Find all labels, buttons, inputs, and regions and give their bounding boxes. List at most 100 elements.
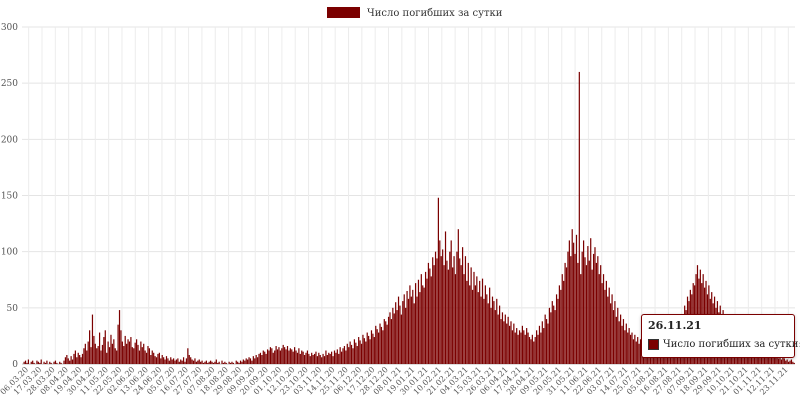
legend-swatch bbox=[327, 7, 360, 18]
bar bbox=[608, 287, 610, 364]
bar bbox=[506, 323, 508, 364]
bar bbox=[776, 355, 778, 364]
bar bbox=[473, 271, 475, 364]
bar bbox=[508, 325, 511, 364]
bar bbox=[124, 335, 126, 364]
bar bbox=[188, 355, 190, 364]
bar bbox=[537, 334, 539, 364]
bar bbox=[23, 361, 25, 364]
bar bbox=[487, 303, 489, 364]
bar bbox=[412, 289, 414, 364]
bar bbox=[247, 359, 249, 364]
bar bbox=[553, 305, 555, 364]
bar bbox=[163, 357, 165, 364]
bar bbox=[625, 323, 627, 364]
bar bbox=[278, 347, 280, 364]
legend[interactable]: Число погибших за сутки bbox=[327, 7, 503, 19]
bar bbox=[245, 358, 247, 364]
bar bbox=[396, 310, 398, 364]
bar bbox=[770, 352, 773, 364]
bar bbox=[575, 234, 578, 364]
bar bbox=[655, 352, 657, 364]
bar bbox=[201, 360, 203, 364]
bar bbox=[53, 361, 55, 364]
bar bbox=[534, 337, 536, 364]
bar bbox=[780, 359, 783, 364]
bar bbox=[27, 359, 30, 364]
bar bbox=[332, 356, 334, 364]
bar bbox=[135, 339, 138, 364]
bar bbox=[629, 334, 632, 364]
bar bbox=[140, 341, 142, 364]
bar bbox=[211, 361, 213, 364]
bar bbox=[366, 332, 368, 364]
bar bbox=[615, 316, 617, 364]
bar bbox=[368, 335, 370, 364]
bar bbox=[54, 360, 57, 364]
bar bbox=[548, 307, 551, 364]
bar bbox=[249, 358, 252, 364]
bar bbox=[32, 360, 34, 364]
bar bbox=[446, 260, 448, 364]
bar bbox=[536, 330, 538, 364]
bar bbox=[56, 362, 58, 364]
bar bbox=[577, 262, 579, 364]
bar bbox=[503, 321, 505, 364]
bar bbox=[792, 361, 794, 364]
bar bbox=[329, 353, 331, 364]
bar bbox=[170, 357, 172, 364]
bar bbox=[567, 251, 569, 364]
bar bbox=[363, 338, 365, 364]
bar bbox=[497, 314, 499, 364]
bar bbox=[766, 353, 768, 364]
bar bbox=[148, 348, 151, 364]
bar bbox=[144, 350, 146, 364]
bar bbox=[447, 269, 449, 364]
bar bbox=[665, 353, 667, 364]
bar bbox=[356, 346, 358, 364]
bar bbox=[383, 319, 385, 364]
bar bbox=[500, 319, 502, 364]
bar bbox=[349, 341, 351, 364]
bar bbox=[305, 352, 307, 364]
bar bbox=[571, 229, 573, 364]
bar bbox=[268, 350, 270, 364]
bar bbox=[126, 343, 128, 364]
bar bbox=[335, 352, 337, 364]
bar bbox=[316, 356, 318, 364]
bar bbox=[376, 329, 378, 364]
bar bbox=[789, 360, 791, 364]
bar bbox=[439, 240, 441, 364]
bar bbox=[621, 325, 623, 364]
bar bbox=[617, 307, 619, 364]
bar bbox=[100, 350, 102, 364]
y-tick-label: 300 bbox=[1, 23, 18, 33]
bar bbox=[375, 325, 377, 364]
bar bbox=[434, 251, 437, 364]
bar bbox=[97, 346, 99, 364]
bar bbox=[565, 267, 568, 364]
bar bbox=[114, 348, 116, 364]
bar bbox=[499, 305, 501, 364]
bar bbox=[393, 313, 395, 364]
bar bbox=[778, 358, 780, 364]
bar bbox=[33, 362, 35, 364]
bar bbox=[510, 321, 512, 364]
bar bbox=[584, 257, 586, 364]
bar bbox=[200, 361, 202, 364]
bar bbox=[258, 353, 260, 364]
bar bbox=[98, 332, 101, 364]
bar bbox=[46, 360, 48, 364]
bar bbox=[296, 352, 299, 364]
bar bbox=[432, 257, 434, 364]
bar bbox=[550, 312, 552, 364]
bar bbox=[541, 321, 543, 364]
bar bbox=[113, 339, 115, 364]
bar bbox=[284, 347, 286, 364]
bar bbox=[480, 296, 482, 364]
bar bbox=[392, 307, 394, 364]
bar bbox=[545, 319, 548, 364]
bar bbox=[66, 355, 68, 364]
